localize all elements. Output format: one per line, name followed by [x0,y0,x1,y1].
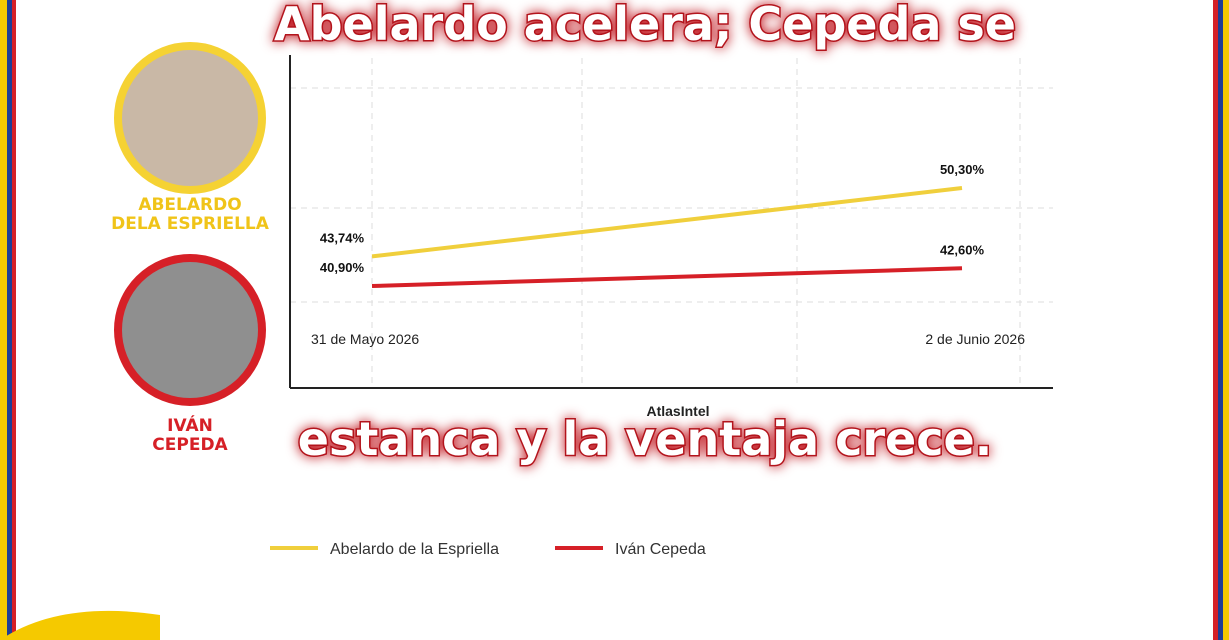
series-line [371,186,963,259]
flag-stripe [0,0,7,640]
flag-wave [0,610,160,640]
candidate-name: IVÁN [167,414,213,436]
legend-label: Abelardo de la Espriella [330,541,499,558]
flag-stripe [12,0,16,640]
source: AtlasIntel [646,403,709,419]
candidate-name: ABELARDO [138,195,241,215]
value-label: 50,30% [940,162,985,177]
candidate-photo [114,42,266,194]
grid [290,58,1053,388]
flag-stripe [1218,0,1223,640]
candidate-photo [114,254,266,406]
candidate-name: CEPEDA [152,435,228,455]
value-label: 40,90% [320,260,365,275]
value-label: 42,60% [940,242,985,257]
x-tick-label: 31 de Mayo 2026 [311,331,419,347]
title: Abelardo acelera; Cepeda se [274,0,1016,51]
value-label: 43,74% [320,230,365,245]
title: estanca y la ventaja crece. [298,412,992,466]
flag-stripe [1213,0,1218,640]
x-tick-label: 2 de Junio 2026 [925,331,1025,347]
flag-stripe [7,0,12,640]
legend-label: Iván Cepeda [615,541,706,558]
series-line [371,266,963,288]
flag-stripe [1223,0,1229,640]
candidate-name: DELA ESPRIELLA [111,214,270,234]
